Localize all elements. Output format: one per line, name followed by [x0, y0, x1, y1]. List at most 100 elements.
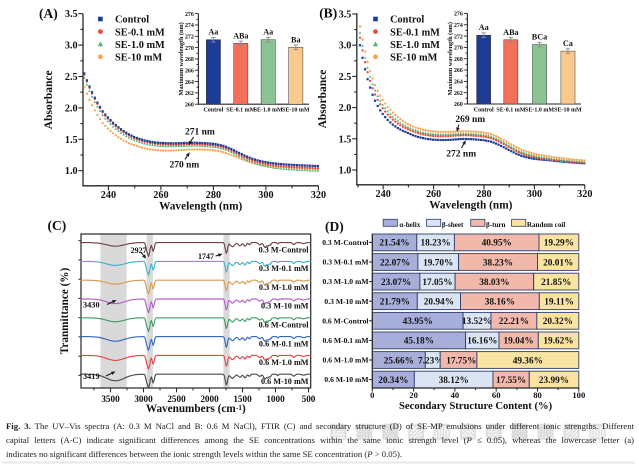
svg-text:38.12%: 38.12% [439, 376, 469, 386]
svg-text:270 nm: 270 nm [170, 161, 200, 171]
svg-text:0.3 M-0.1 mM: 0.3 M-0.1 mM [323, 258, 369, 267]
svg-text:0.3 M-Control: 0.3 M-Control [322, 238, 368, 247]
svg-text:300: 300 [258, 190, 273, 201]
svg-text:25.66%: 25.66% [384, 356, 414, 366]
svg-text:23.99%: 23.99% [539, 376, 569, 386]
svg-text:240: 240 [376, 189, 391, 200]
svg-text:SE-0.1 mM: SE-0.1 mM [115, 27, 165, 38]
svg-text:3.5: 3.5 [339, 10, 352, 21]
svg-text:1747: 1747 [198, 252, 214, 261]
svg-text:1.0: 1.0 [339, 166, 352, 177]
svg-text:0: 0 [370, 390, 374, 400]
svg-text:2.5: 2.5 [65, 72, 78, 83]
svg-text:Tranmittance (%): Tranmittance (%) [59, 267, 71, 354]
svg-text:0.6 M-0.1 mM: 0.6 M-0.1 mM [259, 339, 309, 348]
svg-text:40.95%: 40.95% [482, 239, 512, 249]
svg-text:19.04%: 19.04% [503, 337, 533, 347]
svg-text:SE-0.1 mM: SE-0.1 mM [496, 107, 525, 113]
svg-text:19.70%: 19.70% [423, 258, 453, 268]
svg-text:17.75%: 17.75% [446, 356, 476, 366]
svg-text:260: 260 [185, 102, 194, 108]
svg-text:13.52%: 13.52% [462, 317, 492, 327]
svg-text:20.94%: 20.94% [424, 298, 454, 308]
svg-text:(A): (A) [39, 6, 58, 21]
svg-text:(C): (C) [48, 218, 67, 233]
svg-text:276: 276 [454, 12, 463, 18]
svg-text:Aa: Aa [263, 28, 273, 37]
svg-text:Aa: Aa [208, 28, 218, 37]
svg-text:2.0: 2.0 [65, 103, 78, 114]
svg-text:α-helix: α-helix [399, 221, 420, 229]
svg-text:Random coil: Random coil [527, 221, 565, 229]
svg-text:Control: Control [115, 15, 149, 26]
svg-text:SE-10 mM: SE-10 mM [282, 108, 310, 114]
svg-text:266: 266 [454, 68, 463, 74]
svg-text:0.6 M-0.1 mM: 0.6 M-0.1 mM [323, 336, 369, 345]
svg-text:43.95%: 43.95% [403, 317, 433, 327]
svg-text:SE-10 mM: SE-10 mM [390, 53, 437, 64]
svg-text:264: 264 [185, 80, 194, 86]
svg-text:Absorbance: Absorbance [317, 70, 329, 129]
svg-text:80: 80 [533, 390, 542, 400]
svg-text:60: 60 [492, 390, 501, 400]
svg-text:17.05%: 17.05% [422, 278, 452, 288]
svg-text:2500: 2500 [167, 394, 186, 404]
svg-text:500: 500 [302, 394, 316, 404]
svg-text:20.01%: 20.01% [543, 258, 573, 268]
svg-text:260: 260 [454, 102, 463, 108]
svg-text:SE-10 mM: SE-10 mM [115, 53, 162, 64]
svg-text:38.03%: 38.03% [479, 278, 509, 288]
svg-text:21.54%: 21.54% [379, 239, 409, 249]
svg-text:20: 20 [409, 390, 418, 400]
svg-text:Wavelength (nm): Wavelength (nm) [159, 200, 242, 212]
svg-text:Control: Control [203, 108, 223, 114]
svg-text:274: 274 [454, 23, 463, 29]
svg-text:260: 260 [426, 189, 441, 200]
svg-text:49.36%: 49.36% [513, 356, 543, 366]
svg-text:0.3 M-10 mM: 0.3 M-10 mM [324, 297, 368, 306]
svg-text:20.34%: 20.34% [378, 376, 408, 386]
svg-text:Ca: Ca [563, 39, 573, 48]
svg-text:260: 260 [153, 190, 168, 201]
svg-text:3.0: 3.0 [65, 41, 78, 52]
svg-text:2000: 2000 [200, 394, 219, 404]
svg-text:2927: 2927 [131, 246, 147, 255]
svg-text:21.79%: 21.79% [380, 298, 410, 308]
svg-text:3.0: 3.0 [339, 41, 352, 52]
svg-text:19.11%: 19.11% [544, 298, 574, 308]
svg-text:SE-1.0 mM: SE-1.0 mM [115, 40, 165, 51]
svg-text:19.62%: 19.62% [543, 337, 573, 347]
svg-text:274: 274 [185, 23, 194, 29]
svg-text:40: 40 [451, 390, 460, 400]
svg-text:272 nm: 272 nm [446, 150, 476, 160]
svg-text:Wavelength (nm): Wavelength (nm) [429, 199, 512, 211]
svg-text:1500: 1500 [233, 394, 252, 404]
svg-text:18.23%: 18.23% [420, 239, 450, 249]
svg-text:100: 100 [572, 390, 585, 400]
svg-text:22.21%: 22.21% [499, 317, 529, 327]
svg-text:β-sheet: β-sheet [442, 221, 464, 229]
svg-text:300: 300 [527, 189, 542, 200]
svg-text:0.6 M-1.0 mM: 0.6 M-1.0 mM [323, 356, 369, 365]
svg-text:0.3 M-1.0 mM: 0.3 M-1.0 mM [259, 283, 309, 292]
svg-text:β-turn: β-turn [486, 221, 506, 229]
svg-text:276: 276 [185, 12, 194, 18]
svg-text:320: 320 [311, 190, 326, 201]
svg-text:320: 320 [577, 189, 592, 200]
svg-text:240: 240 [101, 190, 116, 201]
svg-text:3419: 3419 [83, 372, 100, 381]
svg-text:22.07%: 22.07% [380, 258, 410, 268]
svg-text:0.6 M-1.0 mM: 0.6 M-1.0 mM [259, 358, 309, 367]
svg-text:Wavenumbers (cm-1): Wavenumbers (cm-1) [146, 402, 246, 414]
svg-text:280: 280 [206, 190, 221, 201]
svg-text:268: 268 [454, 57, 463, 63]
svg-text:45.18%: 45.18% [404, 337, 434, 347]
svg-text:0.6 M-10 mM: 0.6 M-10 mM [261, 377, 309, 386]
svg-text:0.6 M-Control: 0.6 M-Control [259, 321, 310, 330]
svg-text:268: 268 [185, 57, 194, 63]
svg-text:3500: 3500 [101, 394, 120, 404]
svg-text:21.85%: 21.85% [541, 278, 571, 288]
svg-text:Maximum wavelength (nm): Maximum wavelength (nm) [178, 22, 185, 95]
svg-text:19.29%: 19.29% [544, 239, 574, 249]
svg-text:38.23%: 38.23% [483, 258, 513, 268]
